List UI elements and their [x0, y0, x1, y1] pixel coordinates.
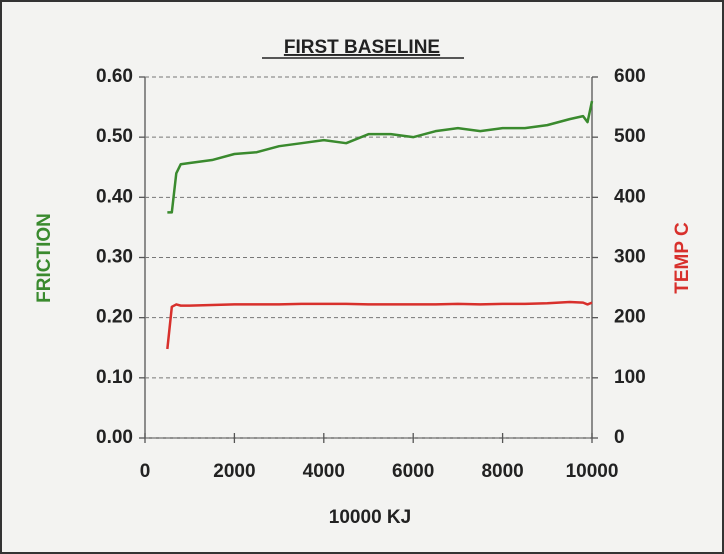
y2-tick-label: 600 — [614, 66, 646, 87]
data-line — [167, 100, 594, 214]
x-tick-label: 8000 — [481, 461, 523, 482]
y-tick-label: 0.30 — [96, 247, 133, 268]
y2-tick-label: 0 — [614, 427, 625, 448]
y2-tick-label: 400 — [614, 186, 646, 207]
y2-axis-label: TEMP C — [672, 222, 693, 294]
chart-title: FIRST BASELINE — [284, 37, 440, 58]
y2-tick-label: 300 — [614, 247, 646, 268]
y-tick-label: 0.50 — [96, 126, 133, 147]
y2-tick-label: 200 — [614, 307, 646, 328]
x-tick-label: 0 — [140, 461, 151, 482]
x-tick-label: 10000 — [566, 461, 619, 482]
y2-tick-label: 100 — [614, 367, 646, 388]
y2-tick-label: 500 — [614, 126, 646, 147]
x-tick-label: 6000 — [392, 461, 434, 482]
y-tick-label: 0.10 — [96, 367, 133, 388]
x-tick-label: 2000 — [213, 461, 255, 482]
y-tick-label: 0.40 — [96, 186, 133, 207]
y-tick-label: 0.60 — [96, 66, 133, 87]
x-tick-label: 4000 — [303, 461, 345, 482]
data-line — [166, 300, 593, 350]
y-tick-label: 0.00 — [96, 427, 133, 448]
y-axis-label: FRICTION — [34, 213, 55, 303]
x-axis-label: 10000 KJ — [329, 507, 411, 528]
y-tick-label: 0.20 — [96, 307, 133, 328]
